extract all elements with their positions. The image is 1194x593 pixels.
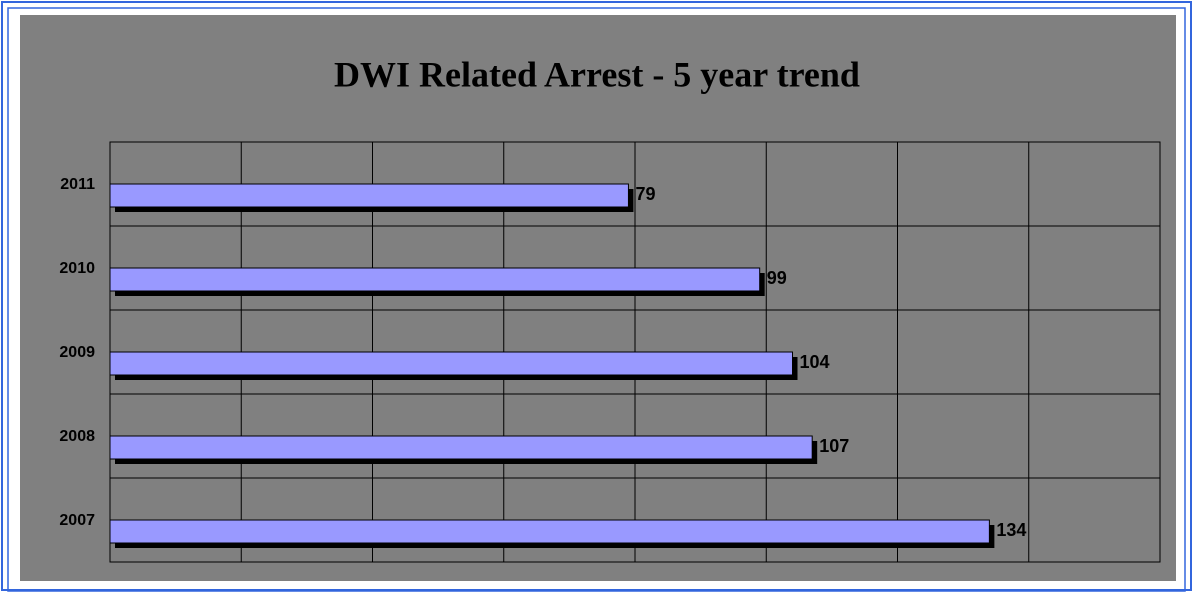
- bar: [109, 351, 793, 376]
- chart-area: [20, 15, 1176, 581]
- bar: [109, 435, 813, 460]
- bar: [109, 519, 990, 544]
- bar: [109, 267, 761, 292]
- value-label: 134: [996, 520, 1026, 540]
- y-tick-label: 2009: [59, 344, 95, 361]
- y-tick-label: 2007: [59, 512, 95, 529]
- value-label: 104: [800, 352, 830, 372]
- y-tick-label: 2010: [59, 260, 95, 277]
- value-label: 107: [819, 436, 849, 456]
- y-tick-label: 2011: [60, 176, 95, 193]
- value-label: 99: [767, 268, 787, 288]
- value-label: 79: [635, 184, 655, 204]
- y-tick-label: 2008: [59, 428, 95, 445]
- chart-title: DWI Related Arrest - 5 year trend: [334, 54, 860, 94]
- bar: [109, 183, 629, 208]
- inner-frame: [7, 7, 1186, 592]
